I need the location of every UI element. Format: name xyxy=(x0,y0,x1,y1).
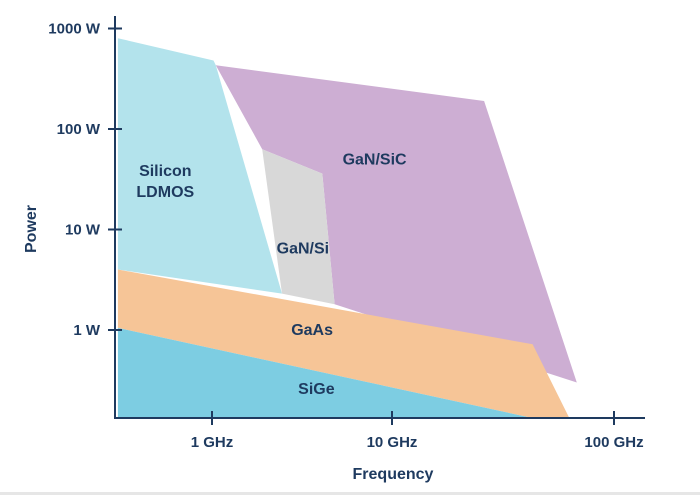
ticks-layer: 1 GHz 10 GHz 100 GHz 1 W 10 W 100 W 1000 W xyxy=(48,21,643,452)
y-tick-label: 10 W xyxy=(65,222,101,239)
region-label-gaas: GaAs xyxy=(291,322,333,339)
regions-layer xyxy=(117,38,577,418)
x-axis-title: Frequency xyxy=(353,466,434,483)
region-label-sige: SiGe xyxy=(298,381,335,398)
bottom-divider xyxy=(0,492,700,495)
x-tick-label: 10 GHz xyxy=(367,434,418,451)
region-gaas xyxy=(117,269,570,418)
axes xyxy=(114,16,645,419)
region-label-gan-sic: GaN/SiC xyxy=(343,151,407,168)
x-tick-label: 1 GHz xyxy=(191,434,234,451)
region-label-silicon-ldmos: Silicon LDMOS xyxy=(136,163,194,201)
region-labels-layer: GaN/SiC Silicon LDMOS GaN/Si GaAs SiGe xyxy=(136,151,407,397)
region-sige xyxy=(117,327,533,418)
y-tick-label: 1 W xyxy=(73,322,101,339)
y-axis-title: Power xyxy=(23,205,40,253)
region-gan-si xyxy=(262,149,335,305)
y-tick-label: 1000 W xyxy=(48,21,101,38)
region-label-gan-si: GaN/Si xyxy=(277,240,329,257)
region-gan-sic xyxy=(215,65,577,383)
region-silicon-ldmos xyxy=(117,38,283,294)
x-tick-label: 100 GHz xyxy=(584,434,643,451)
y-tick-label: 100 W xyxy=(57,121,101,138)
